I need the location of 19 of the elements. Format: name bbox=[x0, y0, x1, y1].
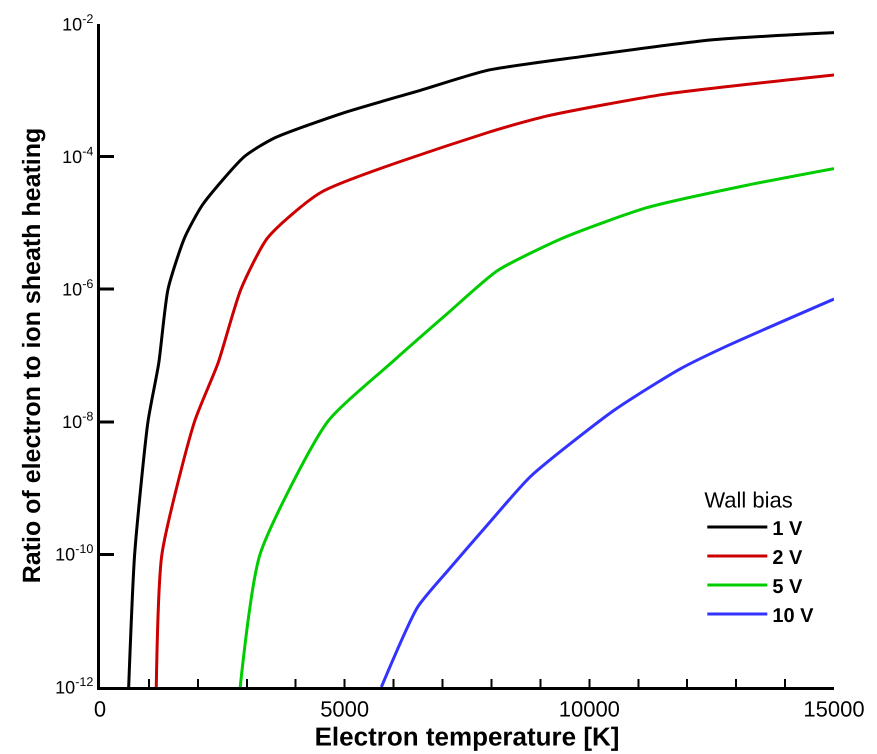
x-axis-title: Electron temperature [K] bbox=[314, 721, 620, 752]
legend-label: 1 V bbox=[772, 518, 803, 540]
x-tick-label: 10000 bbox=[558, 696, 620, 722]
legend-label: 5 V bbox=[772, 576, 803, 598]
line-series bbox=[238, 167, 834, 687]
line-series bbox=[380, 298, 834, 687]
y-tick-label: 10$^{-8}$ bbox=[62, 410, 94, 432]
y-axis-title: Ratio of electron to ion sheath heating bbox=[18, 128, 46, 584]
legend-title: Wall bias bbox=[704, 488, 793, 513]
y-tick-label: 10$^{-10}$ bbox=[55, 542, 94, 565]
x-tick-label: 0 bbox=[94, 696, 106, 722]
y-tick-label: 10$^{-2}$ bbox=[62, 12, 94, 34]
y-tick-label: 10$^{-4}$ bbox=[62, 144, 94, 167]
x-tick-label: 5000 bbox=[320, 696, 370, 722]
legend-label: 10 V bbox=[772, 604, 814, 627]
y-tick-label: 10$^{-6}$ bbox=[62, 276, 94, 300]
legend-label: 2 V bbox=[772, 546, 803, 569]
y-tick-label: 10$^{-12}$ bbox=[55, 674, 94, 698]
x-tick-label: 15000 bbox=[803, 696, 865, 722]
